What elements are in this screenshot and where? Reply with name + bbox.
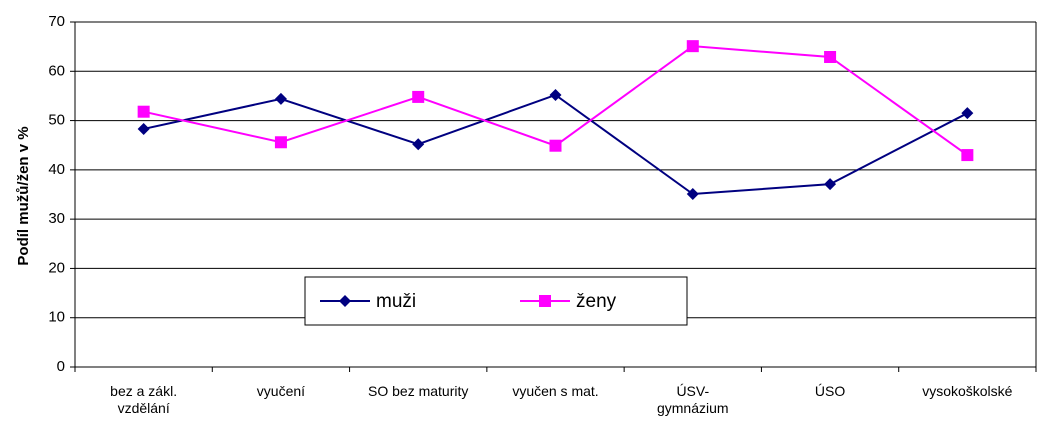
marker: [686, 188, 699, 201]
marker: [824, 50, 837, 63]
marker: [549, 139, 562, 152]
y-tick-label: 60: [48, 62, 65, 79]
marker: [824, 178, 837, 191]
x-tick-label: bez a zákl. vzdělání: [110, 383, 178, 416]
marker: [412, 90, 425, 103]
marker: [137, 122, 150, 135]
x-tick-label: SO bez maturity: [368, 383, 469, 399]
marker: [339, 295, 351, 307]
marker: [549, 88, 562, 101]
x-tick-label: vyučen s mat.: [512, 383, 599, 399]
y-axis-label: Podíl mužů/žen v %: [15, 126, 32, 265]
y-tick-label: 40: [48, 161, 65, 178]
marker: [686, 40, 699, 53]
x-tick-label: ÚSO: [814, 383, 846, 399]
legend-label: muži: [376, 291, 416, 312]
marker: [539, 295, 551, 307]
marker: [412, 138, 425, 151]
marker: [961, 107, 974, 120]
y-tick-label: 30: [48, 210, 65, 227]
y-tick-label: 10: [48, 309, 65, 326]
marker: [274, 92, 287, 105]
x-tick-label: vysokoškolské: [922, 383, 1013, 399]
y-tick-label: 0: [57, 358, 65, 375]
x-tick-label: vyučení: [256, 383, 306, 399]
y-tick-label: 20: [48, 259, 65, 276]
marker: [961, 149, 974, 162]
x-tick-label: ÚSV- gymnázium: [656, 383, 729, 416]
y-tick-label: 50: [48, 112, 65, 129]
marker: [137, 105, 150, 118]
marker: [274, 136, 287, 149]
legend-label: ženy: [576, 291, 617, 312]
y-tick-label: 70: [48, 13, 65, 30]
